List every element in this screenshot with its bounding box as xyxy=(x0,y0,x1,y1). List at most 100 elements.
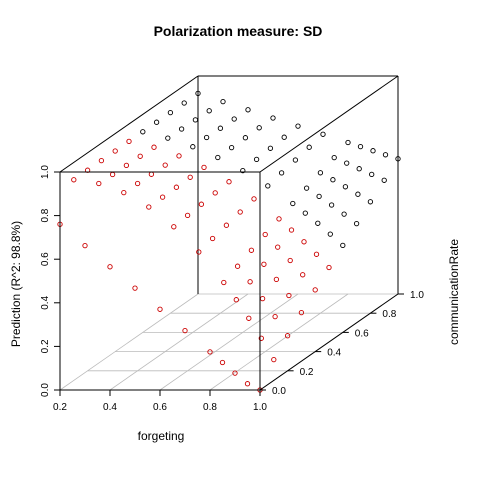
data-point xyxy=(231,116,237,122)
y-tick-label: 0.2 xyxy=(300,367,314,378)
z-tick-label: 1.0 xyxy=(40,165,51,179)
data-point xyxy=(209,235,216,242)
data-point xyxy=(162,162,168,168)
data-point xyxy=(253,156,260,163)
data-point xyxy=(270,115,276,121)
data-point xyxy=(395,156,401,162)
data-point xyxy=(219,359,226,366)
data-point xyxy=(232,370,238,376)
data-point xyxy=(220,98,226,105)
data-point xyxy=(331,154,337,161)
x-tick-label: 0.8 xyxy=(203,402,217,413)
data-point xyxy=(278,170,285,176)
z-tick-label: 0.6 xyxy=(40,252,51,266)
data-point xyxy=(342,184,349,190)
x-tick-label: 0.4 xyxy=(103,402,117,413)
data-point xyxy=(212,190,218,196)
data-point xyxy=(313,251,320,257)
data-point xyxy=(223,222,230,228)
x-axis: 0.2 0.4 0.6 0.8 1.0 xyxy=(53,390,267,413)
data-point xyxy=(237,209,243,215)
data-points xyxy=(57,90,401,393)
data-point xyxy=(276,216,282,222)
data-point xyxy=(240,167,246,174)
data-point xyxy=(300,272,306,278)
data-point xyxy=(228,144,235,151)
data-point xyxy=(126,138,132,145)
data-point xyxy=(153,119,160,125)
data-point xyxy=(356,166,362,172)
data-point xyxy=(367,199,374,205)
data-point xyxy=(284,333,291,339)
y-axis-label: communicationRate xyxy=(447,239,461,345)
y-tick-label: 1.0 xyxy=(410,290,424,301)
data-point xyxy=(182,327,188,334)
x-tick-label: 1.0 xyxy=(253,402,267,413)
data-point xyxy=(82,242,88,249)
data-point xyxy=(226,179,232,185)
data-point xyxy=(258,335,264,341)
data-point xyxy=(292,157,299,163)
data-point xyxy=(327,231,333,237)
data-point xyxy=(221,279,227,286)
data-point xyxy=(196,249,202,255)
data-point xyxy=(355,191,361,197)
data-point xyxy=(345,139,351,146)
data-point xyxy=(137,153,143,159)
data-point xyxy=(201,164,207,171)
z-axis: 0.0 0.2 0.4 0.6 0.8 1.0 xyxy=(40,165,60,397)
data-point xyxy=(96,180,102,187)
data-point xyxy=(357,143,364,150)
data-point xyxy=(198,201,205,207)
data-point xyxy=(121,189,127,196)
data-point xyxy=(148,171,155,177)
data-point xyxy=(207,349,213,355)
data-point xyxy=(215,154,221,161)
x-tick-label: 0.6 xyxy=(153,402,167,413)
data-point xyxy=(187,174,193,180)
data-point xyxy=(140,129,146,135)
y-tick-label: 0.0 xyxy=(272,386,286,397)
floor-grid xyxy=(59,293,399,391)
floor-grid-line xyxy=(59,293,199,391)
data-point xyxy=(315,220,321,226)
y-axis: 0.0 0.2 0.4 0.6 0.8 1.0 xyxy=(260,290,424,397)
box-edge xyxy=(259,75,399,173)
data-point xyxy=(271,356,277,363)
z-tick-label: 0.0 xyxy=(40,383,51,397)
data-point xyxy=(302,210,308,216)
data-point xyxy=(344,160,350,166)
data-point xyxy=(298,309,305,316)
data-point xyxy=(112,148,118,154)
data-point xyxy=(195,90,201,97)
data-point xyxy=(107,264,113,270)
data-point xyxy=(261,261,267,267)
data-point xyxy=(123,162,130,169)
data-point xyxy=(320,131,326,137)
data-point xyxy=(234,263,241,269)
data-point xyxy=(203,134,210,141)
x-tick-label: 0.2 xyxy=(53,402,67,413)
data-point xyxy=(273,276,280,283)
data-point xyxy=(109,171,116,178)
floor-grid-line xyxy=(109,293,249,391)
data-point xyxy=(233,297,239,303)
data-point xyxy=(370,148,376,154)
data-point xyxy=(176,153,182,159)
data-point xyxy=(328,202,335,208)
data-point xyxy=(272,313,278,320)
data-point xyxy=(281,134,287,140)
data-point xyxy=(181,100,187,106)
data-point xyxy=(146,204,152,210)
box-edge xyxy=(59,75,199,173)
y-tick-label: 0.8 xyxy=(382,309,396,320)
data-point xyxy=(98,157,105,164)
data-point xyxy=(165,135,171,141)
data-point xyxy=(151,144,157,150)
data-point xyxy=(382,152,389,158)
data-point xyxy=(171,224,177,230)
floor-grid-line xyxy=(159,293,299,391)
data-point xyxy=(267,145,274,151)
data-point xyxy=(244,381,251,387)
